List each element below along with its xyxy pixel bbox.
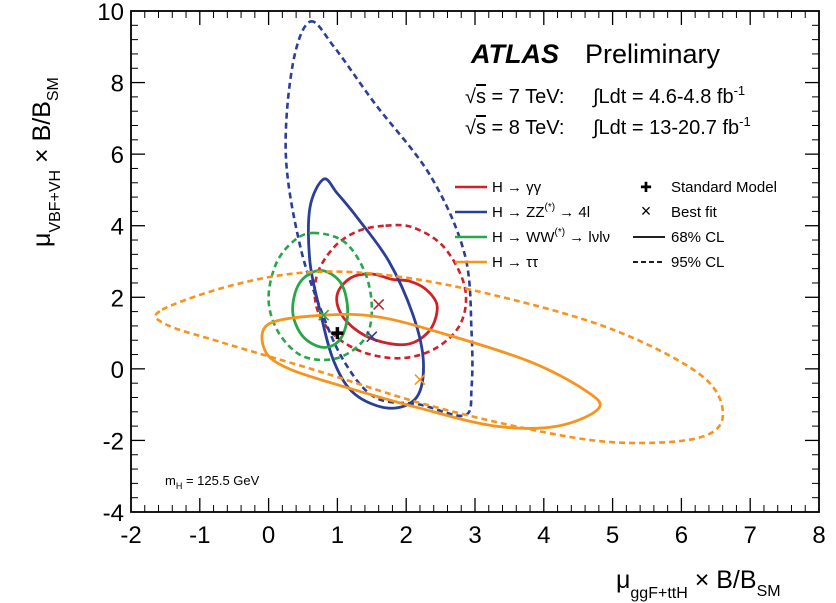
legend-label-zz: H → ZZ(*) → 4l xyxy=(492,202,590,221)
svg-text:∫Ldt = 13-20.7 fb-1: ∫Ldt = 13-20.7 fb-1 xyxy=(592,114,751,139)
legend-label-gamma: H → γγ xyxy=(492,179,542,196)
legend: H → γγ H → ZZ(*) → 4l H → WW(*) → lνlν H… xyxy=(455,179,777,271)
svg-text:∫Ldt = 4.6-4.8 fb-1: ∫Ldt = 4.6-4.8 fb-1 xyxy=(592,83,745,108)
luminosity-exponent: -1 xyxy=(739,114,751,129)
status-label: Preliminary xyxy=(585,39,721,69)
experiment-label: ATLAS xyxy=(470,39,559,69)
contour-95cl-tautau xyxy=(154,270,725,445)
luminosity-label: Ldt = 4.6-4.8 fb xyxy=(598,86,733,108)
cl95-label: 95% CL xyxy=(671,254,724,271)
standard-model-legend-marker: ✚ xyxy=(640,179,652,195)
x-tick-label: 0 xyxy=(262,522,275,549)
best-fit-legend-marker: × xyxy=(641,201,652,221)
marker-layer xyxy=(318,298,426,386)
svg-text:√s = 7 TeV:: √s = 7 TeV: xyxy=(465,86,564,108)
luminosity-label: Ldt = 13-20.7 fb xyxy=(598,117,739,139)
y-tick-label: 4 xyxy=(111,214,124,241)
svg-text:√s = 8 TeV:: √s = 8 TeV: xyxy=(465,117,564,139)
y-tick-label: -4 xyxy=(103,500,124,527)
best-fit-marker-gamma xyxy=(373,298,385,311)
best-fit-legend-label: Best fit xyxy=(671,204,718,221)
sqrt-s-label: s xyxy=(476,117,486,139)
x-tick-label: 8 xyxy=(812,522,825,549)
standard-model-legend-label: Standard Model xyxy=(671,179,777,196)
x-tick-label: 7 xyxy=(744,522,757,549)
x-tick-label: -1 xyxy=(189,522,210,549)
energy-line-8tev: √s = 8 TeV: ∫Ldt = 13-20.7 fb-1 xyxy=(465,114,751,139)
x-tick-label: -2 xyxy=(120,522,141,549)
energy-line-7tev: √s = 7 TeV: ∫Ldt = 4.6-4.8 fb-1 xyxy=(465,83,745,108)
best-fit-marker-ww xyxy=(318,309,330,321)
contour-68cl-zz xyxy=(307,177,425,410)
contour-95cl-ww xyxy=(267,231,374,362)
x-axis-title: μggF+ttH × B/BSM xyxy=(616,566,781,602)
contour-95cl-zz xyxy=(284,20,474,418)
contour-layer xyxy=(154,20,725,445)
luminosity-exponent: -1 xyxy=(734,83,746,98)
energy-label: = 7 TeV: xyxy=(486,86,564,108)
y-tick-label: -2 xyxy=(103,428,124,455)
legend-label-ww: H → WW(*) → lνlν xyxy=(492,227,610,246)
y-axis-title: μVBF+VH × B/BSM xyxy=(28,77,64,247)
contour-68cl-tautau xyxy=(260,312,602,430)
x-tick-label: 5 xyxy=(606,522,619,549)
cl68-label: 68% CL xyxy=(671,229,724,246)
sqrt-s-label: s xyxy=(476,86,486,108)
best-fit-marker-tautau xyxy=(414,374,426,386)
x-tick-label: 1 xyxy=(331,522,344,549)
energy-label: = 8 TeV: xyxy=(486,117,564,139)
legend-label-tautau: H → ττ xyxy=(492,254,538,271)
x-tick-label: 2 xyxy=(400,522,413,549)
x-tick-label: 4 xyxy=(537,522,550,549)
standard-model-marker xyxy=(331,327,344,340)
y-tick-label: 0 xyxy=(111,357,124,384)
mass-label: mH = 125.5 GeV xyxy=(165,473,260,491)
x-tick-label: 3 xyxy=(468,522,481,549)
y-tick-label: 6 xyxy=(111,142,124,169)
x-tick-label: 6 xyxy=(675,522,688,549)
contour-68cl-ww xyxy=(291,268,350,349)
y-tick-label: 10 xyxy=(97,0,124,26)
y-tick-label: 8 xyxy=(111,71,124,98)
y-tick-label: 2 xyxy=(111,285,124,312)
best-fit-marker-zz xyxy=(366,331,378,343)
contour-68cl-gamma xyxy=(335,272,439,347)
